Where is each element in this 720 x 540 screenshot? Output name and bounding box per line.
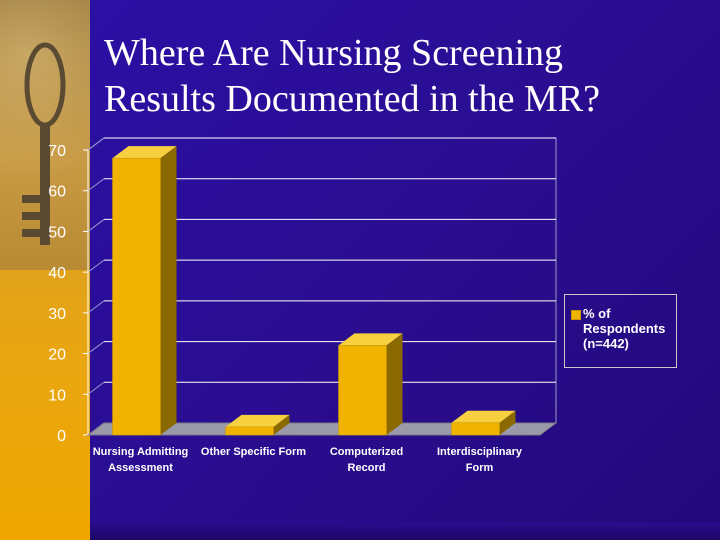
y-tick-label: 50 [48,224,66,241]
legend-line-1: % of [583,306,611,321]
chart-floor [86,422,558,436]
gridline-side [87,178,105,192]
legend-swatch [571,310,581,320]
x-tick-label: Record [348,462,386,474]
legend-line-3: (n=442) [583,336,629,351]
x-tick-label: Interdisciplinary [437,446,523,458]
y-tick-label: 40 [48,265,66,282]
gridline-side [87,219,105,232]
gridline-side [87,381,105,395]
title-line-2: Results Documented in the MR? [104,78,601,120]
x-tick-label: Nursing Admitting [93,446,189,458]
gridline-side [87,300,105,314]
bar [112,157,161,436]
bar [225,426,274,436]
gridline-side [87,341,105,354]
x-tick-label: Computerized [330,446,403,458]
key-icon [22,42,66,245]
bottom-band [90,522,720,540]
slide-title: Where Are Nursing Screening Results Docu… [104,30,704,122]
bar-top [225,414,290,427]
y-tick-label: 70 [48,143,66,160]
bar-top [338,333,403,346]
y-tick-label: 60 [48,184,66,201]
title-line-1: Where Are Nursing Screening [104,32,564,74]
gridline-side [87,137,105,151]
x-tick-label: Other Specific Form [201,446,306,458]
bar-top [112,146,177,159]
legend-line-2: Respondents [583,321,666,336]
bar-top [451,410,516,423]
chart-legend: % of Respondents (n=442) [564,294,677,368]
bar-side [499,410,516,435]
x-tick-label: Assessment [108,462,173,474]
bar-side [386,333,403,435]
bar [338,345,387,436]
y-tick-label: 30 [48,306,66,323]
legend-label: % of Respondents (n=442) [583,306,675,351]
y-tick-label: 0 [57,428,66,445]
bar-side [273,414,290,435]
bar-side [160,146,177,435]
y-tick-label: 10 [48,387,66,404]
gridline-side [87,259,105,273]
key-photo [0,0,90,270]
y-tick-label: 20 [48,347,66,364]
bar [451,422,500,436]
x-tick-label: Form [466,462,494,474]
